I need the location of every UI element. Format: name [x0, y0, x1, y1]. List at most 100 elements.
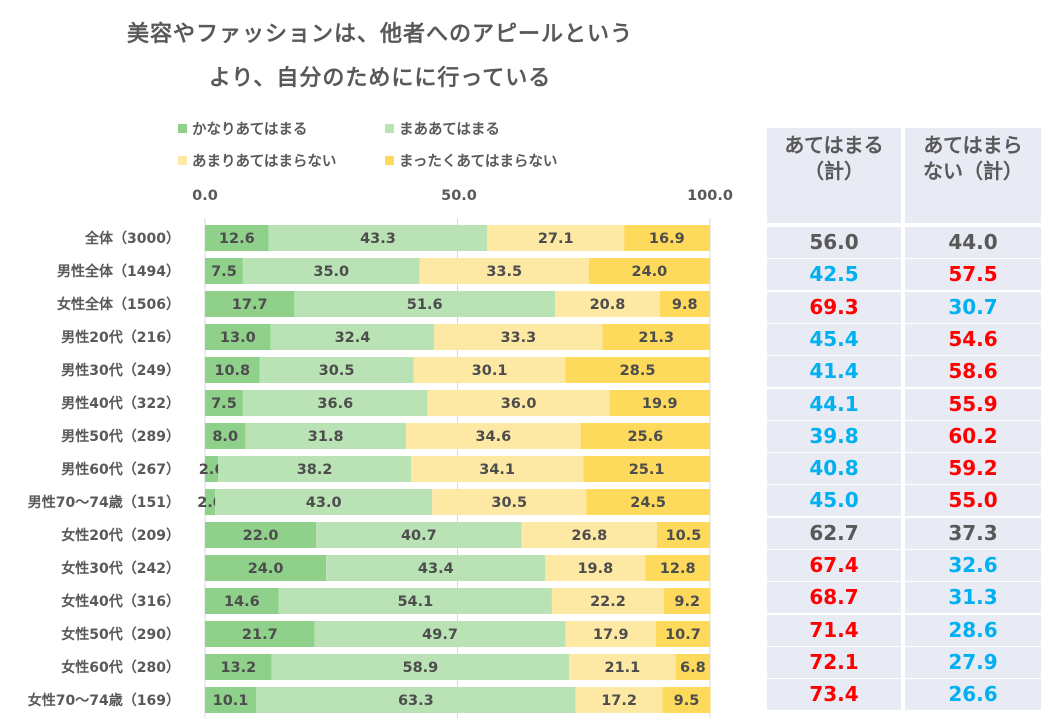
- legend-label: まったくあてはまらない: [399, 154, 558, 170]
- data-label: 35.0: [313, 264, 349, 280]
- data-label: 17.9: [593, 627, 629, 643]
- bar-segment: [271, 654, 570, 680]
- applies-total-cell: 67.4: [767, 550, 901, 581]
- bar-segment: [675, 654, 710, 680]
- applies-total-cell: 73.4: [767, 679, 901, 711]
- legend-label: あまりあてはまらない: [192, 154, 337, 170]
- legend-label: かなりあてはまる: [192, 122, 308, 138]
- data-label: 30.1: [472, 363, 508, 379]
- x-tick-label: 0.0: [192, 188, 218, 204]
- not-applies-total-cell: 37.3: [905, 517, 1041, 549]
- chart-title-line-1: 美容やファッションは、他者へのアピールという: [126, 22, 633, 47]
- bar-segment: [664, 588, 711, 614]
- data-label: 25.6: [627, 429, 663, 445]
- bar-segment: [242, 390, 428, 416]
- bar-segment: [580, 423, 710, 449]
- data-label: 24.5: [630, 495, 666, 511]
- data-label: 2.6: [199, 462, 225, 478]
- bar-segment: [316, 522, 522, 548]
- bar-segment: [205, 687, 257, 713]
- data-label: 27.1: [538, 231, 574, 247]
- bar-segment: [242, 258, 420, 284]
- bar-segment: [569, 654, 676, 680]
- bar-segment: [218, 456, 412, 482]
- bar-segment: [432, 489, 587, 515]
- not-applies-total-cell: 55.9: [905, 388, 1041, 420]
- legend-swatch: [178, 124, 187, 133]
- legend-item-somewhat-agree: まああてはまる: [385, 118, 500, 139]
- not-applies-total-cell: 59.2: [905, 453, 1041, 485]
- data-label: 34.6: [475, 429, 511, 445]
- applies-total-cell: 44.1: [767, 388, 901, 420]
- bar-segment: [205, 291, 295, 317]
- data-label: 33.3: [500, 330, 536, 346]
- applies-total-cell: 68.7: [767, 582, 901, 614]
- not-applies-total-cell: 32.6: [905, 550, 1041, 581]
- data-label: 24.0: [248, 561, 284, 577]
- data-label: 19.8: [577, 561, 613, 577]
- legend-item-somewhat-disagree: あまりあてはまらない: [178, 150, 336, 171]
- category-label: 男性30代（249）: [61, 362, 180, 379]
- data-label: 30.5: [319, 363, 355, 379]
- data-label: 17.2: [601, 693, 637, 709]
- category-label: 女性60代（280）: [61, 659, 180, 676]
- data-label: 9.2: [674, 594, 700, 610]
- data-label: 33.5: [486, 264, 522, 280]
- data-label: 51.6: [407, 297, 443, 313]
- bar-segment: [205, 654, 272, 680]
- data-label: 10.5: [666, 528, 702, 544]
- applies-total-cell: 62.7: [767, 517, 901, 549]
- category-label: 男性60代（267）: [61, 461, 180, 478]
- data-label: 16.9: [649, 231, 685, 247]
- category-label: 男性50代（289）: [61, 428, 180, 445]
- bar-segment: [270, 324, 435, 350]
- data-label: 34.1: [479, 462, 515, 478]
- data-label: 25.1: [629, 462, 665, 478]
- data-label: 14.6: [224, 594, 260, 610]
- data-label: 38.2: [297, 462, 333, 478]
- data-label: 63.3: [398, 693, 434, 709]
- data-label: 31.8: [308, 429, 344, 445]
- bar-segment: [551, 588, 665, 614]
- table-header-not-applies-total: あてはまら ない（計）: [905, 128, 1041, 223]
- category-label: 女性全体（1506）: [57, 296, 180, 313]
- bar-segment: [427, 390, 610, 416]
- data-label: 24.0: [632, 264, 668, 280]
- category-label: 女性30代（242）: [61, 560, 180, 577]
- data-label: 22.0: [243, 528, 279, 544]
- data-label: 19.9: [642, 396, 678, 412]
- bar-segment: [583, 456, 710, 482]
- category-label: 男性20代（216）: [61, 329, 180, 346]
- data-label: 54.1: [397, 594, 433, 610]
- data-label: 21.3: [638, 330, 674, 346]
- category-label: 男性全体（1494）: [57, 263, 180, 280]
- bar-segment: [602, 324, 710, 350]
- not-applies-total-cell: 57.5: [905, 259, 1041, 291]
- bar-segment: [487, 225, 625, 251]
- bar-segment: [256, 687, 576, 713]
- bar-segment: [662, 687, 711, 713]
- data-label: 10.8: [214, 363, 250, 379]
- bar-segment: [205, 522, 317, 548]
- not-applies-total-cell: 31.3: [905, 582, 1041, 614]
- bar-segment: [205, 258, 243, 284]
- data-label: 9.8: [672, 297, 698, 313]
- data-label: 28.5: [620, 363, 656, 379]
- bar-segment: [215, 489, 433, 515]
- category-label: 女性20代（209）: [61, 527, 180, 544]
- data-label: 30.5: [491, 495, 527, 511]
- data-label: 43.3: [360, 231, 396, 247]
- category-label: 女性50代（290）: [61, 626, 180, 643]
- category-label: 女性70～74歳（169）: [28, 692, 180, 709]
- data-label: 43.0: [306, 495, 342, 511]
- applies-total-cell: 71.4: [767, 614, 901, 646]
- bar-segment: [326, 555, 546, 581]
- header-line: ない（計）: [923, 159, 1023, 183]
- applies-total-cell: 56.0: [767, 227, 901, 258]
- legend-swatch: [385, 124, 394, 133]
- data-label: 9.5: [674, 693, 700, 709]
- applies-total-cell: 40.8: [767, 453, 901, 485]
- not-applies-total-cell: 60.2: [905, 420, 1041, 452]
- data-label: 22.2: [590, 594, 626, 610]
- bar-segment: [245, 423, 406, 449]
